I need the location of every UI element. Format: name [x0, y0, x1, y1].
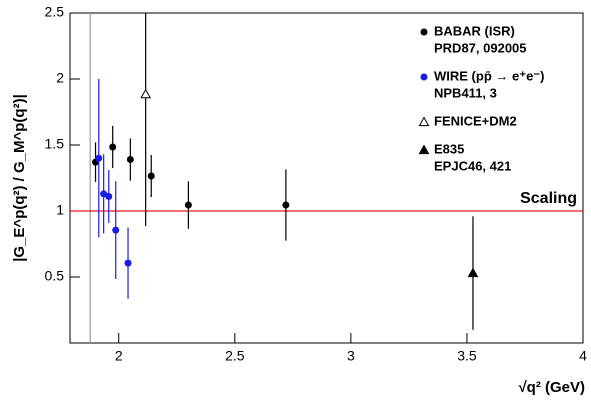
x-tick-label: 3 [347, 348, 355, 364]
point [140, 88, 152, 99]
point [109, 143, 117, 151]
legend-reference: PRD87, 092005 [434, 40, 527, 55]
y-tick-label: 1 [56, 202, 64, 218]
point [95, 154, 103, 162]
y-tick-label: 0.5 [45, 268, 65, 284]
y-tick-label: 1.5 [45, 136, 65, 152]
plot-frame [69, 12, 584, 344]
legend-label: E835 [434, 141, 464, 156]
legend-label: FENICE+DM2 [434, 113, 517, 128]
y-tick-label: 2.5 [45, 4, 65, 20]
legend-label: BABAR (ISR) [434, 23, 515, 38]
point [147, 172, 155, 180]
legend-marker [420, 73, 428, 81]
legend-marker [420, 28, 428, 36]
y-axis-label: |G_E^p(q²) / G_M^p(q²)| [11, 94, 28, 262]
legend-reference: EPJC46, 421 [434, 158, 511, 173]
point [467, 267, 479, 278]
point [126, 156, 134, 164]
point [112, 226, 120, 234]
legend-marker [418, 116, 430, 127]
x-axis-label: √q² (GeV) [518, 379, 585, 396]
scaling-label: Scaling [520, 190, 577, 207]
x-tick-label: 4 [579, 348, 587, 364]
legend-reference: NPB411, 3 [434, 85, 497, 100]
point [105, 192, 113, 200]
x-tick-label: 3.5 [457, 348, 477, 364]
point [184, 201, 192, 209]
x-tick-label: 2 [115, 348, 123, 364]
y-tick-label: 2 [56, 70, 64, 86]
x-tick-label: 2.5 [225, 348, 245, 364]
legend-marker [418, 144, 430, 155]
point [282, 201, 290, 209]
legend-label: WIRE (pp̄ → e⁺e⁻) [434, 68, 545, 83]
point [124, 259, 132, 267]
